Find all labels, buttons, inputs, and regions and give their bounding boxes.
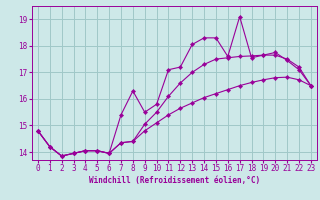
X-axis label: Windchill (Refroidissement éolien,°C): Windchill (Refroidissement éolien,°C)	[89, 176, 260, 185]
